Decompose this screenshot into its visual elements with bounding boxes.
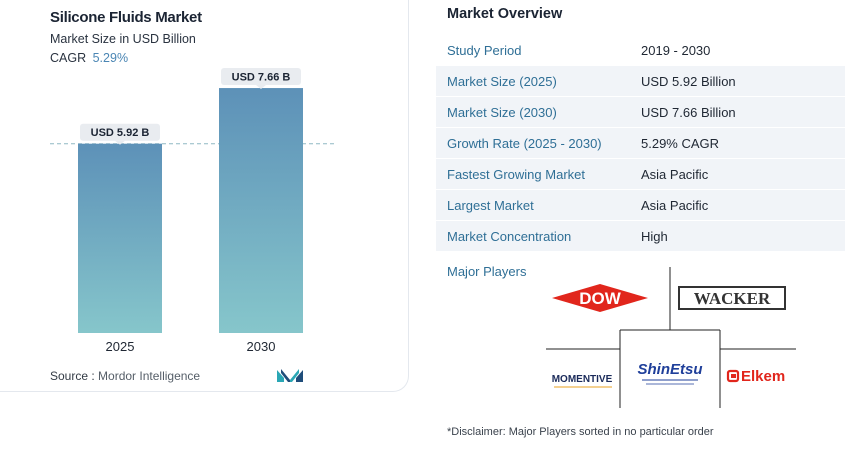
mordor-intelligence-logo-icon — [277, 369, 303, 382]
data-label-pointer — [115, 140, 125, 145]
overview-key: Market Size (2030) — [447, 104, 557, 120]
major-players-label: Major Players — [447, 264, 527, 279]
overview-key: Study Period — [447, 42, 522, 58]
data-label: USD 7.66 B — [232, 72, 291, 84]
source-value: Mordor Intelligence — [98, 369, 201, 383]
data-label: USD 5.92 B — [91, 127, 150, 139]
overview-value: USD 7.66 Billion — [641, 104, 736, 120]
overview-key: Market Size (2025) — [447, 73, 557, 89]
overview-key: Largest Market — [447, 197, 534, 213]
overview-key: Growth Rate (2025 - 2030) — [447, 135, 602, 151]
overview-value: High — [641, 228, 668, 244]
elkem-logo-text: Elkem — [741, 368, 785, 385]
shin-etsu-logo-text: ShinEtsu — [637, 361, 702, 378]
overview-row: Largest Market Asia Pacific — [436, 190, 845, 221]
overview-row: Fastest Growing Market Asia Pacific — [436, 159, 845, 190]
chart-card: Silicone Fluids Market Market Size in US… — [0, 0, 409, 392]
bar-chart: USD 5.92 B 2025 USD 7.66 B 2030 — [50, 68, 334, 354]
data-label-box — [80, 123, 160, 141]
chart-cagr: CAGR 5.29% — [50, 51, 128, 65]
chart-title: Silicone Fluids Market — [50, 9, 202, 26]
cagr-value: 5.29% — [92, 51, 129, 65]
dow-logo: DOW — [552, 284, 648, 312]
major-players-logos: DOW WACKER MOMENTIVE ShinEtsu Elkem — [546, 267, 796, 408]
wacker-logo: WACKER — [678, 286, 786, 310]
momentive-logo: MOMENTIVE — [552, 374, 613, 388]
wacker-logo-text: WACKER — [694, 289, 771, 308]
disclaimer: *Disclaimer: Major Players sorted in no … — [447, 426, 714, 438]
overview-key: Market Concentration — [447, 228, 572, 244]
overview-row: Study Period 2019 - 2030 — [436, 35, 845, 66]
overview-value: Asia Pacific — [641, 197, 709, 213]
overview-row: Market Concentration High — [436, 221, 845, 252]
bar-2025 — [78, 143, 162, 333]
chart-subtitle: Market Size in USD Billion — [50, 32, 196, 46]
overview-value: 5.29% CAGR — [641, 135, 720, 151]
market-overview-table: Study Period 2019 - 2030 Market Size (20… — [436, 35, 845, 252]
source-note: Source : Mordor Intelligence — [50, 369, 200, 383]
market-overview-title: Market Overview — [447, 6, 563, 22]
overview-value: USD 5.92 Billion — [641, 73, 736, 89]
elkem-logo: Elkem — [726, 368, 785, 385]
momentive-logo-text: MOMENTIVE — [552, 374, 613, 385]
bar-2030 — [219, 88, 303, 333]
overview-row: Growth Rate (2025 - 2030) 5.29% CAGR — [436, 128, 845, 159]
x-tick-label: 2025 — [106, 339, 135, 354]
data-label-box — [221, 68, 301, 86]
shin-etsu-logo: ShinEtsu — [637, 361, 703, 385]
x-tick-label: 2030 — [247, 339, 276, 354]
overview-row: Market Size (2025) USD 5.92 Billion — [436, 66, 845, 97]
cagr-label: CAGR — [50, 51, 87, 65]
dow-logo-text: DOW — [579, 289, 622, 308]
source-label: Source : — [50, 369, 95, 383]
overview-value: 2019 - 2030 — [641, 42, 711, 58]
overview-value: Asia Pacific — [641, 166, 709, 182]
overview-key: Fastest Growing Market — [447, 166, 585, 182]
overview-row: Market Size (2030) USD 7.66 Billion — [436, 97, 845, 128]
data-label-pointer — [256, 85, 266, 90]
